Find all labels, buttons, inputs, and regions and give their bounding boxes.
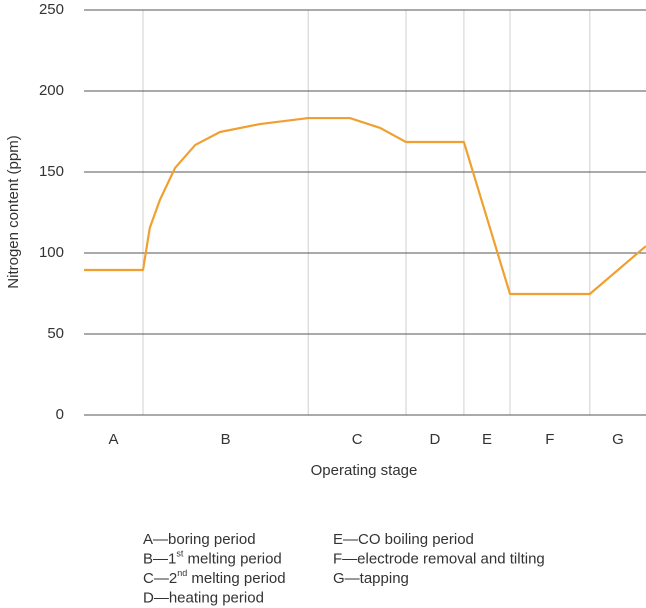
legend-sup: nd: [177, 568, 187, 578]
y-tick-label: 200: [39, 82, 64, 99]
legend-text: melting period: [187, 570, 285, 587]
x-tick-label: C: [352, 431, 363, 448]
y-tick-label: 0: [56, 406, 64, 423]
y-tick-label: 250: [39, 1, 64, 18]
legend-text: E—CO boiling period: [333, 531, 474, 548]
legend-text: B—1: [143, 550, 176, 567]
legend-entry: G—tapping: [333, 570, 409, 587]
legend-entry: B—1st melting period: [143, 549, 282, 568]
legend-entry: A—boring period: [143, 531, 256, 548]
x-tick-label: B: [221, 431, 231, 448]
legend-sup: st: [176, 549, 184, 559]
x-tick-label: D: [430, 431, 441, 448]
legend-entry: D—heating period: [143, 589, 264, 606]
y-tick-label: 50: [47, 325, 64, 342]
y-tick-label: 100: [39, 244, 64, 261]
legend-text: melting period: [183, 550, 281, 567]
legend-text: A—boring period: [143, 531, 256, 548]
legend-text: D—heating period: [143, 589, 264, 606]
legend-entry: E—CO boiling period: [333, 531, 474, 548]
x-tick-label: E: [482, 431, 492, 448]
data-line: [84, 116, 646, 296]
legend-entry: C—2nd melting period: [143, 568, 286, 587]
legend-entry: F—electrode removal and tilting: [333, 550, 545, 567]
y-tick-label: 150: [39, 163, 64, 180]
y-axis-title: Nitrogen content (ppm): [5, 135, 22, 288]
legend-text: F—electrode removal and tilting: [333, 550, 545, 567]
x-tick-label: G: [612, 431, 624, 448]
legend-text: G—tapping: [333, 570, 409, 587]
x-tick-label: F: [545, 431, 554, 448]
x-axis-title: Operating stage: [311, 462, 418, 479]
x-tick-label: A: [108, 431, 118, 448]
legend-text: C—2: [143, 570, 177, 587]
